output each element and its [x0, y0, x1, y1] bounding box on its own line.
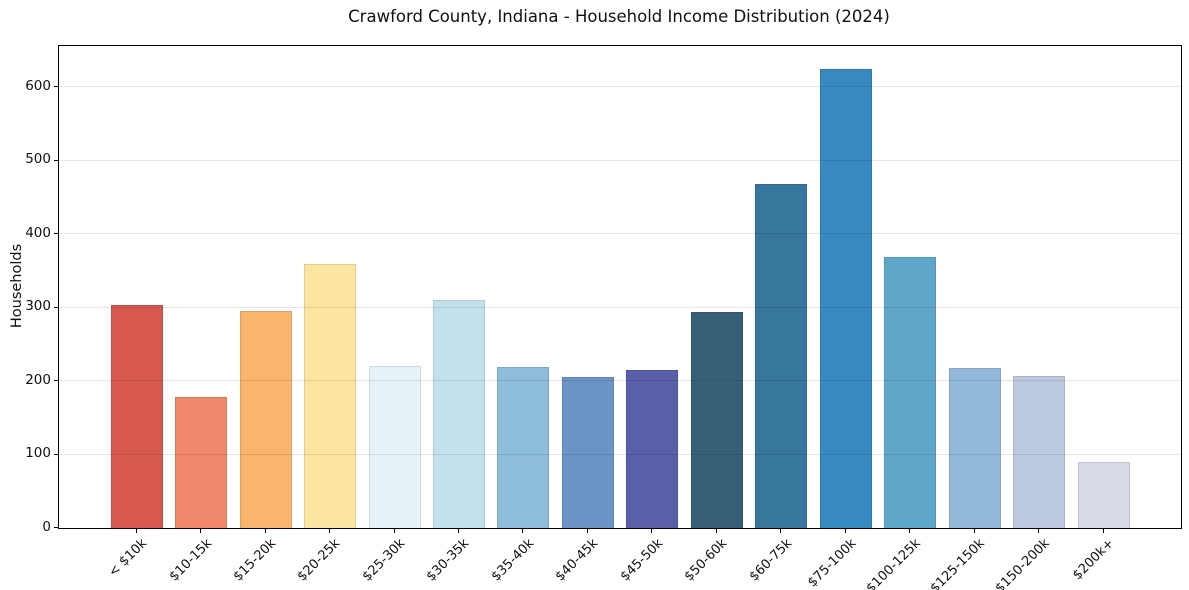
y-tick-label: 500 — [25, 151, 51, 168]
chart-title: Crawford County, Indiana - Household Inc… — [348, 7, 890, 26]
x-tick-mark — [135, 529, 137, 533]
x-tick-label: $100-125k — [863, 536, 924, 590]
x-tick-mark — [393, 529, 395, 533]
y-tick-mark — [54, 453, 58, 455]
y-tick-mark — [54, 306, 58, 308]
y-tick-mark — [54, 233, 58, 235]
x-tick-label: $15-20k — [230, 536, 280, 585]
x-tick-mark — [780, 529, 782, 533]
bar — [110, 305, 163, 528]
bar — [884, 256, 937, 528]
x-tick-label: $75-100k — [804, 536, 860, 590]
x-tick-mark — [651, 529, 653, 533]
x-tick-mark — [457, 529, 459, 533]
bar — [1013, 375, 1065, 528]
x-tick-label: $50-60k — [681, 536, 731, 585]
bar — [690, 312, 743, 528]
x-tick-label: $60-75k — [746, 536, 795, 585]
y-tick-label: 200 — [25, 371, 51, 388]
x-tick-mark — [844, 529, 846, 533]
y-tick-mark — [54, 380, 58, 381]
gridline — [59, 159, 1181, 161]
bar — [948, 367, 1001, 528]
plot-area — [58, 45, 1182, 529]
x-tick-label: $150-200k — [992, 536, 1053, 590]
x-tick-label: < $10k — [106, 536, 151, 581]
bar — [304, 263, 357, 528]
x-tick-mark — [264, 529, 266, 533]
x-tick-mark — [973, 529, 975, 533]
y-tick-mark — [54, 527, 58, 528]
bar — [432, 300, 485, 528]
y-tick-label: 300 — [25, 298, 51, 315]
y-axis-label: Households — [9, 243, 25, 329]
x-tick-label: $30-35k — [424, 536, 473, 585]
x-tick-label: $125-150k — [927, 536, 989, 590]
bar — [497, 367, 550, 528]
y-tick-mark — [54, 159, 58, 161]
gridline — [59, 86, 1181, 88]
bar — [819, 68, 872, 528]
bar — [1077, 461, 1130, 528]
x-tick-mark — [909, 529, 911, 533]
x-tick-label: $35-40k — [488, 536, 538, 585]
bar — [368, 366, 421, 528]
gridline — [59, 306, 1181, 308]
bar — [175, 397, 228, 528]
x-tick-mark — [1102, 529, 1104, 533]
x-tick-label: $20-25k — [295, 536, 344, 585]
y-tick-mark — [54, 86, 58, 88]
x-tick-mark — [522, 529, 524, 533]
x-tick-mark — [200, 529, 202, 533]
x-tick-label: $200k+ — [1070, 536, 1118, 584]
gridline — [59, 233, 1181, 235]
bar — [561, 376, 614, 528]
bar — [626, 370, 679, 528]
x-tick-label: $40-45k — [553, 536, 602, 585]
y-tick-label: 0 — [42, 518, 51, 535]
x-tick-mark — [1038, 529, 1039, 533]
y-tick-label: 400 — [25, 224, 51, 241]
bar — [239, 310, 292, 528]
bar — [755, 184, 808, 528]
x-tick-mark — [586, 529, 588, 533]
y-tick-label: 600 — [25, 77, 51, 94]
x-tick-label: $25-30k — [359, 536, 409, 585]
x-tick-mark — [715, 529, 717, 533]
x-tick-label: $10-15k — [166, 536, 215, 585]
x-tick-label: $45-50k — [617, 536, 666, 585]
x-tick-mark — [329, 529, 331, 533]
y-tick-label: 100 — [25, 445, 51, 461]
